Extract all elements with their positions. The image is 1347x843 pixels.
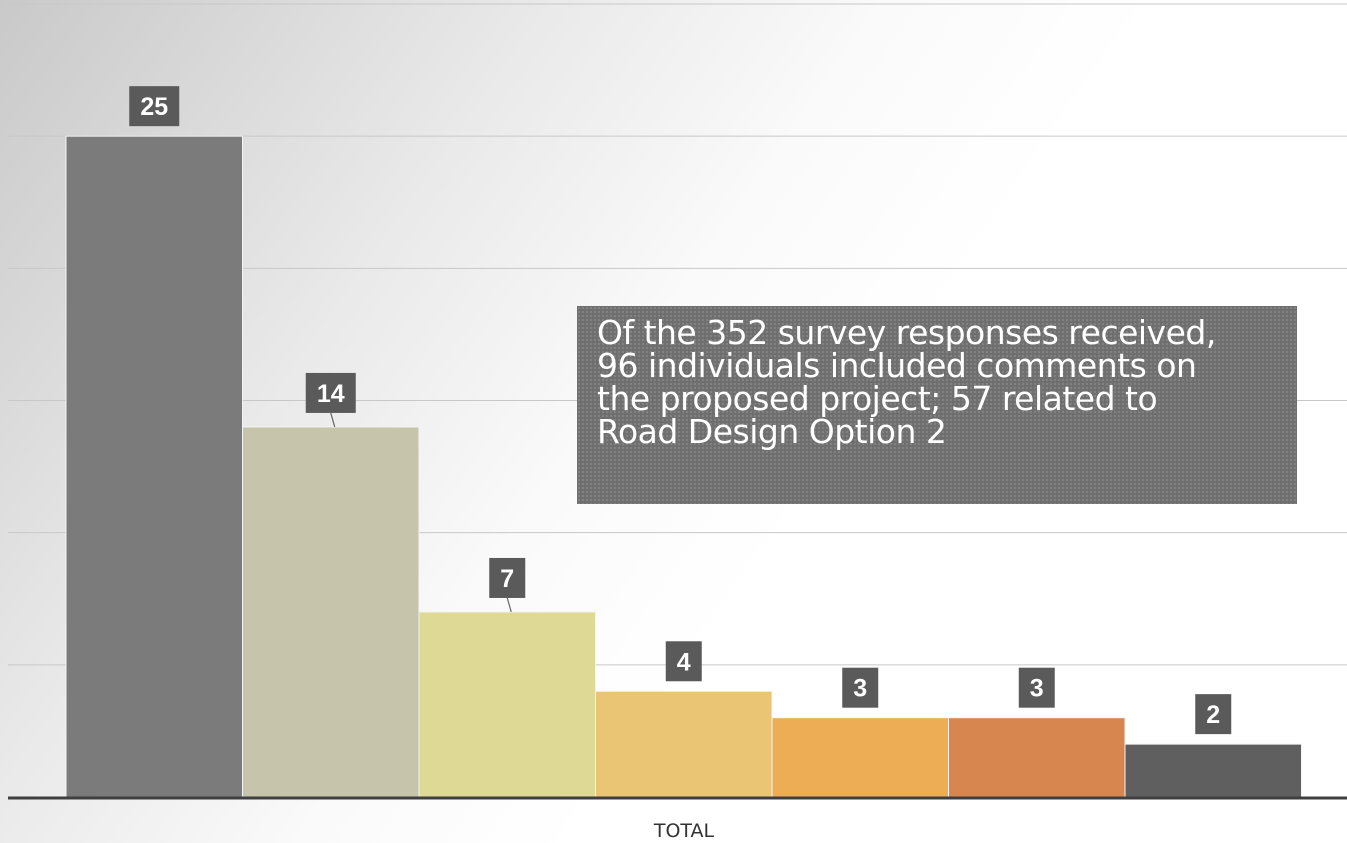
callout-line: Road Design Option 2 xyxy=(597,412,947,451)
data-label-box xyxy=(1195,694,1232,735)
bars xyxy=(65,135,1302,798)
data-labels: 25 14 7 4 3 3 2 xyxy=(129,86,1232,735)
data-label-box xyxy=(1018,667,1055,708)
bar xyxy=(948,717,1126,798)
data-label: 7 xyxy=(500,565,514,593)
data-label: 25 xyxy=(140,93,168,121)
bar xyxy=(771,717,949,798)
data-label-box xyxy=(489,557,526,598)
callout-line: Of the 352 survey responses received, xyxy=(597,313,1216,352)
bar xyxy=(242,426,420,798)
bar xyxy=(65,135,243,798)
data-label: 3 xyxy=(1030,675,1044,703)
bar xyxy=(1124,743,1302,798)
data-label: 4 xyxy=(677,648,691,676)
survey-callout: Of the 352 survey responses received, 96… xyxy=(577,306,1297,504)
bar xyxy=(595,690,773,798)
data-label: 2 xyxy=(1206,701,1220,729)
data-label-leader xyxy=(506,597,512,613)
bar xyxy=(418,611,596,798)
data-label-box xyxy=(129,86,180,127)
callout-line: 96 individuals included comments on xyxy=(597,346,1197,385)
data-label-leader xyxy=(330,412,336,428)
data-label-box xyxy=(305,372,356,413)
data-label-box xyxy=(842,667,879,708)
data-label: 14 xyxy=(317,380,345,408)
data-label-box xyxy=(665,641,702,682)
callout-line: the proposed project; 57 related to xyxy=(597,379,1158,418)
x-category-label: TOTAL xyxy=(653,820,715,842)
data-label: 3 xyxy=(853,675,867,703)
